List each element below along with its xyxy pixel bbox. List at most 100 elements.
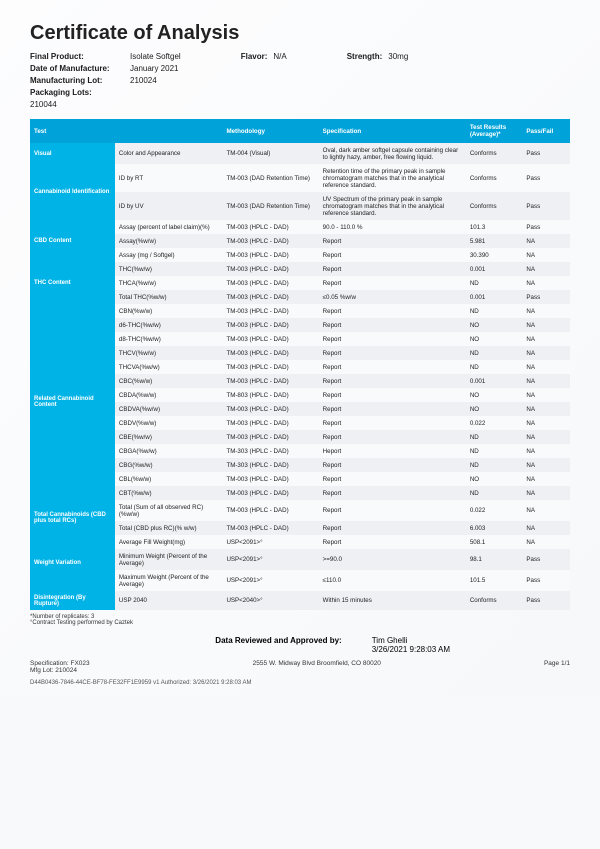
data-cell: TM-003 (HPLC - DAD) <box>222 220 318 234</box>
data-cell: TM-003 (HPLC - DAD) <box>222 486 318 500</box>
data-cell: TM-303 (HPLC - DAD) <box>222 458 318 472</box>
data-cell: Report <box>319 500 466 521</box>
data-cell: NA <box>522 430 570 444</box>
data-cell: NA <box>522 472 570 486</box>
footnotes: *Number of replicates: 3 °Contract Testi… <box>30 614 570 626</box>
data-cell: Report <box>319 521 466 535</box>
category-cell: CBD Content <box>30 220 115 262</box>
data-cell: NA <box>522 444 570 458</box>
data-cell: USP<2091>° <box>222 549 318 570</box>
data-cell: NO <box>466 472 523 486</box>
page-footer: Specification: FX023 Mfg Lot: 210024 255… <box>30 660 570 674</box>
category-cell: Visual <box>30 143 115 164</box>
data-cell: NA <box>522 458 570 472</box>
data-cell: Within 15 minutes <box>319 591 466 610</box>
data-cell: THCA(%w/w) <box>115 276 223 290</box>
data-cell: ND <box>466 486 523 500</box>
data-cell: NA <box>522 360 570 374</box>
data-cell: 101.5 <box>466 570 523 591</box>
data-cell: CBT(%w/w) <box>115 486 223 500</box>
table-row: Total Cannabinoids (CBD plus total RCs)T… <box>30 500 570 521</box>
data-cell: Pass <box>522 591 570 610</box>
data-cell: TM-003 (HPLC - DAD) <box>222 304 318 318</box>
data-cell: TM-003 (HPLC - DAD) <box>222 290 318 304</box>
data-cell: CBDVA(%w/w) <box>115 402 223 416</box>
category-cell: Disintegration (By Rupture) <box>30 591 115 610</box>
data-cell: NA <box>522 262 570 276</box>
data-cell: TM-003 (HPLC - DAD) <box>222 318 318 332</box>
data-cell: ND <box>466 458 523 472</box>
data-cell: CBDA(%w/w) <box>115 388 223 402</box>
final-product: Isolate Softgel <box>130 51 181 63</box>
data-cell: NA <box>522 535 570 549</box>
footnote-b: °Contract Testing performed by Caztek <box>30 620 570 626</box>
data-cell: Conforms <box>466 591 523 610</box>
data-cell: USP 2040 <box>115 591 223 610</box>
data-cell: NA <box>522 416 570 430</box>
spec-label: Specification: <box>30 660 69 667</box>
mfg: 210024 <box>55 667 77 674</box>
data-cell: Maximum Weight (Percent of the Average) <box>115 570 223 591</box>
approval-label: Data Reviewed and Approved by: <box>215 636 341 654</box>
data-cell: NO <box>466 388 523 402</box>
data-cell: CBC(%w/w) <box>115 374 223 388</box>
footer-addr: 2555 W. Midway Blvd Broomfield, CO 80020 <box>253 660 381 674</box>
data-cell: Report <box>319 276 466 290</box>
data-cell: NA <box>522 318 570 332</box>
data-cell: ND <box>466 346 523 360</box>
approval-name: Tim Ghelli <box>372 636 450 645</box>
data-cell: TM-003 (HPLC - DAD) <box>222 346 318 360</box>
data-cell: USP<2091>° <box>222 535 318 549</box>
data-cell: ND <box>466 276 523 290</box>
data-cell: Report <box>319 486 466 500</box>
flavor: N/A <box>273 51 286 111</box>
data-cell: NO <box>466 332 523 346</box>
data-cell: ID by UV <box>115 192 223 220</box>
data-cell: ≤110.0 <box>319 570 466 591</box>
table-row: Disintegration (By Rupture)USP 2040USP<2… <box>30 591 570 610</box>
data-cell: CBGA(%w/w) <box>115 444 223 458</box>
data-cell: Report <box>319 360 466 374</box>
table-row: Related Cannabinoid ContentCBN(%w/w)TM-0… <box>30 304 570 318</box>
data-cell: Report <box>319 318 466 332</box>
data-cell: Minimum Weight (Percent of the Average) <box>115 549 223 570</box>
data-cell: 0.001 <box>466 374 523 388</box>
data-cell: NA <box>522 276 570 290</box>
data-cell: Report <box>319 458 466 472</box>
data-cell: 30.390 <box>466 248 523 262</box>
col-header: Methodology <box>222 119 318 143</box>
dom: January 2021 <box>130 63 178 75</box>
data-cell: CBE(%w/w) <box>115 430 223 444</box>
data-cell: Conforms <box>466 164 523 192</box>
data-cell: CBG(%w/w) <box>115 458 223 472</box>
table-row: Cannabinoid IdentificationID by RTTM-003… <box>30 164 570 192</box>
data-cell: Report <box>319 346 466 360</box>
data-cell: 90.0 - 110.0 % <box>319 220 466 234</box>
col-header: Test <box>30 119 115 143</box>
data-cell: Report <box>319 332 466 346</box>
data-cell: Heport <box>319 444 466 458</box>
data-cell: CBDV(%w/w) <box>115 416 223 430</box>
col-header: Test Results (Average)* <box>466 119 523 143</box>
data-cell: Report <box>319 430 466 444</box>
data-cell: Assay (mg / Softgel) <box>115 248 223 262</box>
final-product-label: Final Product: <box>30 51 120 63</box>
footer-page: Page 1/1 <box>544 660 570 674</box>
data-cell: TM-003 (HPLC - DAD) <box>222 521 318 535</box>
data-cell: Pass <box>522 143 570 164</box>
data-cell: TM-003 (HPLC - DAD) <box>222 234 318 248</box>
data-cell: 5.981 <box>466 234 523 248</box>
category-cell: Cannabinoid Identification <box>30 164 115 220</box>
data-cell: Report <box>319 234 466 248</box>
data-cell: Color and Appearance <box>115 143 223 164</box>
data-cell: 6.003 <box>466 521 523 535</box>
page-title: Certificate of Analysis <box>30 22 570 45</box>
approval-date: 3/26/2021 9:28:03 AM <box>372 645 450 654</box>
doc-id: D44B0436-7846-44CE-BF78-FE32FF1E9959 v1 … <box>30 680 570 686</box>
data-cell: TM-003 (HPLC - DAD) <box>222 374 318 388</box>
data-cell: Report <box>319 535 466 549</box>
data-cell: Pass <box>522 220 570 234</box>
data-cell: NA <box>522 374 570 388</box>
data-cell: 98.1 <box>466 549 523 570</box>
data-cell: 0.001 <box>466 262 523 276</box>
